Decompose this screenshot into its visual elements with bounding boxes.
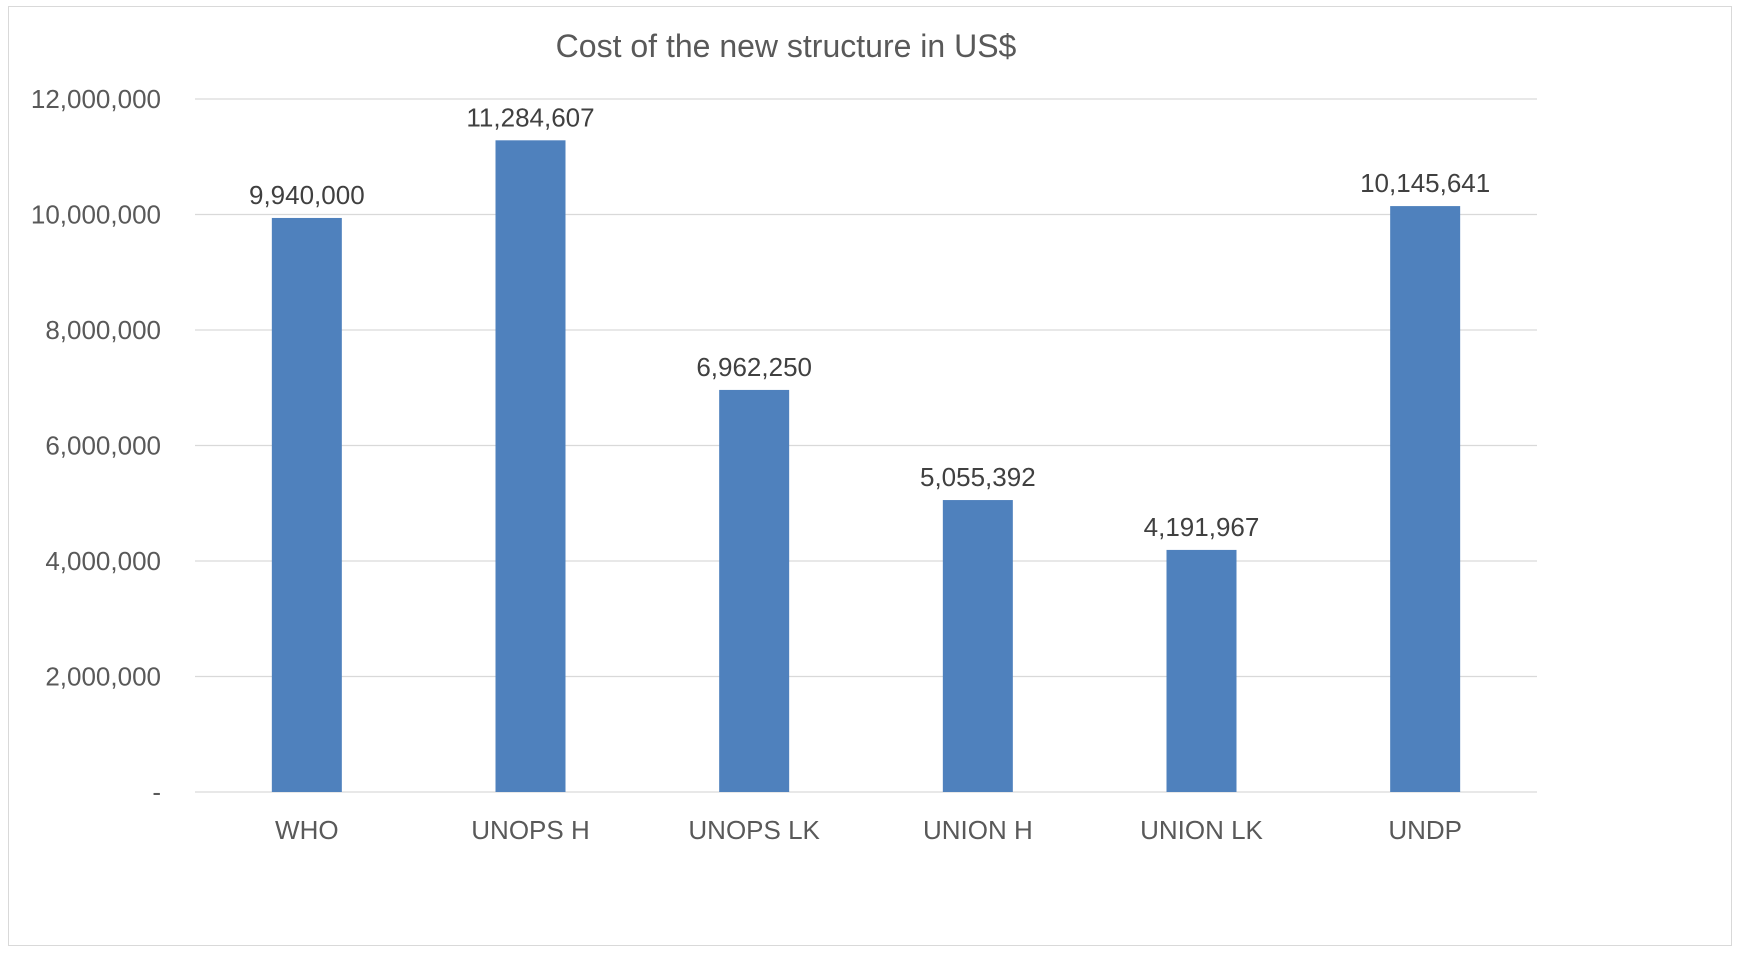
gridlines xyxy=(195,98,1537,793)
x-category-label: UNDP xyxy=(1388,815,1462,845)
bar-unops-h xyxy=(495,140,566,792)
data-label: 4,191,967 xyxy=(1144,512,1260,542)
y-tick-label: 8,000,000 xyxy=(45,315,161,345)
bar-unops-lk xyxy=(719,389,790,792)
chart-frame: Cost of the new structure in US$ - 2,000,… xyxy=(8,6,1732,946)
x-category-label: UNION H xyxy=(923,815,1033,845)
data-label: 10,145,641 xyxy=(1360,168,1490,198)
bar-chart: Cost of the new structure in US$ - 2,000,… xyxy=(31,28,1537,845)
y-tick-label: - xyxy=(152,777,161,807)
data-label: 6,962,250 xyxy=(696,352,812,382)
data-labels: 9,940,000 11,284,607 6,962,250 5,055,392 4,1… xyxy=(249,102,1490,542)
x-category-label: UNOPS LK xyxy=(688,815,820,845)
bars xyxy=(271,140,1461,793)
y-axis-tick-labels: - 2,000,000 4,000,000 6,000,000 8,000,000 10,… xyxy=(31,84,161,807)
data-label: 5,055,392 xyxy=(920,462,1036,492)
bar-who xyxy=(271,217,342,793)
x-axis-category-labels: WHO UNOPS H UNOPS LK UNION H UNION LK UNDP xyxy=(275,815,1462,845)
y-tick-label: 2,000,000 xyxy=(45,662,161,692)
bar-union-h xyxy=(942,500,1013,792)
bar-union-lk xyxy=(1166,549,1237,792)
chart-title: Cost of the new structure in US$ xyxy=(556,28,1017,64)
y-tick-label: 12,000,000 xyxy=(31,84,161,114)
y-tick-label: 6,000,000 xyxy=(45,431,161,461)
data-label: 11,284,607 xyxy=(466,102,594,132)
x-category-label: UNION LK xyxy=(1140,815,1263,845)
bar-undp xyxy=(1390,206,1461,792)
y-tick-label: 10,000,000 xyxy=(31,200,161,230)
x-category-label: WHO xyxy=(275,815,339,845)
x-category-label: UNOPS H xyxy=(471,815,589,845)
data-label: 9,940,000 xyxy=(249,180,365,210)
y-tick-label: 4,000,000 xyxy=(45,546,161,576)
